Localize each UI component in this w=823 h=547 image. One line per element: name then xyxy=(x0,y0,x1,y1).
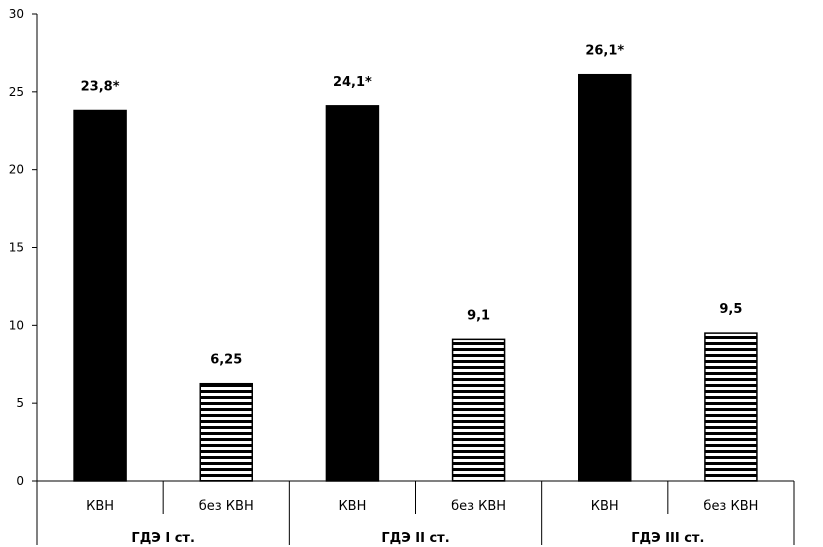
bar xyxy=(73,109,127,482)
category-label: КВН xyxy=(86,499,114,514)
y-tick-label: 15 xyxy=(9,241,24,255)
category-label: без КВН xyxy=(451,499,506,514)
bar xyxy=(704,332,758,482)
y-tick-label: 0 xyxy=(16,474,24,488)
y-tick-label: 30 xyxy=(9,7,24,21)
category-label: КВН xyxy=(338,499,366,514)
axes: 0 5 10 15 20 25 30 xyxy=(9,7,795,545)
bars xyxy=(73,73,758,482)
category-label: КВН xyxy=(591,499,619,514)
bar xyxy=(451,338,506,482)
category-label: без КВН xyxy=(199,499,254,514)
y-tick-label: 10 xyxy=(9,318,24,332)
bar xyxy=(199,382,253,482)
labels: 23,8* КВН 6,25 без КВН ГДЭ I ст. 24,1* КВН 9,1 б… xyxy=(81,44,759,546)
bar xyxy=(325,105,380,482)
data-label: 6,25 xyxy=(210,353,242,368)
y-tick-label: 20 xyxy=(9,163,24,177)
y-tick-label: 5 xyxy=(16,396,24,410)
data-label: 24,1* xyxy=(333,75,372,90)
category-label: без КВН xyxy=(703,499,758,514)
group-label: ГДЭ I ст. xyxy=(131,531,194,546)
data-label: 9,1 xyxy=(467,308,490,323)
y-tick-label: 25 xyxy=(9,85,24,99)
data-label: 23,8* xyxy=(81,80,120,95)
bar xyxy=(578,73,632,482)
data-label: 26,1* xyxy=(585,44,624,59)
group-label: ГДЭ II ст. xyxy=(381,531,449,546)
data-label: 9,5 xyxy=(719,302,742,317)
group-label: ГДЭ III ст. xyxy=(631,531,704,546)
